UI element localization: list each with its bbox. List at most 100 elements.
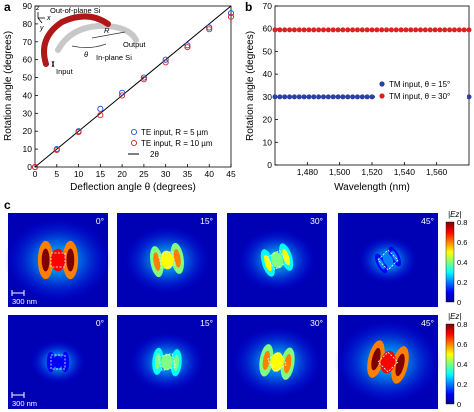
panel-b-ytick-label: 0 xyxy=(267,160,272,170)
field-lobe-core xyxy=(284,353,292,374)
field-center xyxy=(160,250,174,270)
panel-a-axes-frame xyxy=(34,5,232,168)
field-map-row1-30: 30° xyxy=(227,213,327,307)
panel-a-xtick-label: 40 xyxy=(204,169,214,179)
panel-a-xlabel: Deflection angle θ (degrees) xyxy=(70,182,196,193)
field-map-row2-0: 0° 300 nm xyxy=(8,315,108,409)
legend-label-te-r5: TE input, R = 5 µm xyxy=(141,128,208,137)
panel-b-point-series1 xyxy=(301,27,307,33)
field-map-angle-label: 30° xyxy=(310,216,323,226)
colorbar-tick-label: 0.2 xyxy=(457,278,467,287)
panel-b-point-series1 xyxy=(287,27,293,33)
inset-label-output: Output xyxy=(123,40,146,49)
legend-label-te-r10: TE input, R = 10 µm xyxy=(141,139,213,148)
panel-b-point-series0 xyxy=(272,94,278,100)
panel-b-point-series1 xyxy=(354,27,360,33)
panel-a-point-series1 xyxy=(184,44,191,51)
panel-a-ytick-label: 80 xyxy=(23,19,33,29)
field-lobe-core xyxy=(173,249,181,268)
panel-a-point-series0 xyxy=(140,74,147,81)
legend-label-tm-30: TM input, θ = 30° xyxy=(389,92,450,101)
panel-b-point-series1 xyxy=(345,27,351,33)
panel-a-xtick-label: 25 xyxy=(139,169,149,179)
panel-b-point-series0 xyxy=(359,94,365,100)
field-center xyxy=(270,251,284,269)
colorbar-gradient-row2 xyxy=(445,323,455,405)
legend-label-2theta: 2θ xyxy=(150,150,159,159)
panel-b-point-series0 xyxy=(364,94,370,100)
panel-b-point-series1 xyxy=(306,27,312,33)
colorbar-tick-label: 0.6 xyxy=(457,340,467,349)
field-lobe-core xyxy=(377,257,385,270)
panel-a-xtick-label: 35 xyxy=(183,169,193,179)
legend-bg xyxy=(375,78,467,102)
field-center xyxy=(161,353,173,371)
panel-b-point-series0 xyxy=(316,94,322,100)
field-center xyxy=(382,253,394,267)
panel-a-ytick-label: 20 xyxy=(23,126,33,136)
panel-label-c: c xyxy=(4,198,11,212)
colorbar-gradient-row1 xyxy=(445,221,455,303)
nanostructure-outline xyxy=(157,250,177,270)
panel-a-point-series0 xyxy=(119,89,126,96)
panel-a-point-series1 xyxy=(53,146,60,154)
field-map-row2-30: 30° xyxy=(227,315,327,409)
inset-label-x: x xyxy=(46,15,51,22)
field-lobe-core xyxy=(262,350,270,371)
field-map-row1-0: 0° 300 nm xyxy=(4,213,112,307)
panel-b-point-series0 xyxy=(330,94,336,100)
panel-a-point-series1 xyxy=(140,76,147,83)
field-lobe-core xyxy=(391,250,399,263)
panel-a-point-series1 xyxy=(119,92,126,99)
field-map-row1-45: 45° xyxy=(338,213,438,307)
legend-label-tm-15: TM input, θ = 15° xyxy=(389,80,450,89)
scale-bar-label: 300 nm xyxy=(12,297,37,306)
panel-b-point-series1 xyxy=(384,27,390,33)
panel-a-ytick-label: 50 xyxy=(23,73,33,83)
colorbar-label-row1: |Ez| xyxy=(448,210,462,219)
inset-label-y: y xyxy=(39,25,44,32)
out-of-plane-waveguide xyxy=(41,13,111,67)
panel-b-ylabel: Rotation angle (degrees) xyxy=(245,31,256,141)
panel-a-xtick-label: 20 xyxy=(117,169,127,179)
panel-a-point-series1 xyxy=(227,13,235,20)
panel-b-point-series0 xyxy=(301,94,307,100)
panel-b-point-series0 xyxy=(277,94,283,100)
panel-b-point-series1 xyxy=(447,27,453,33)
panel-b-point-series1 xyxy=(277,27,283,33)
panel-b-ytick-label: 60 xyxy=(263,24,273,34)
panel-b-ytick-label: 40 xyxy=(263,69,273,79)
field-map-row2-45: 45° xyxy=(334,315,442,409)
panel-a-xtick-label: 5 xyxy=(54,169,59,179)
panel-a-point-series1 xyxy=(75,129,82,136)
colorbar-tick-label: 0.8 xyxy=(457,218,467,227)
inset-label-z: z xyxy=(35,5,40,12)
field-map-angle-label: 0° xyxy=(96,318,104,328)
panel-b-point-series1 xyxy=(408,27,414,33)
waveguide-inset: z x y Out-of-plane Si In-plane Si Input … xyxy=(35,5,146,76)
panel-a-point-series1 xyxy=(97,112,104,119)
field-map-row1-15: 15° xyxy=(117,213,217,307)
panel-b-point-series0 xyxy=(306,94,312,100)
colorbar-tick-label: 0.4 xyxy=(457,258,467,267)
panel-b-point-series0 xyxy=(340,94,346,100)
field-lobe-core xyxy=(395,353,405,377)
panel-b-point-series1 xyxy=(379,27,385,33)
field-lobe-core xyxy=(41,248,50,272)
panel-a-ytick-label: 0 xyxy=(27,162,32,172)
panel-b-point-series0 xyxy=(350,94,356,100)
panel-b-xtick-label: 1,520 xyxy=(361,167,383,177)
colorbar-tick-label: 0 xyxy=(457,298,461,307)
panel-b-point-series1 xyxy=(296,27,302,33)
legend-marker-tm-15 xyxy=(379,81,385,87)
panel-a-point-series0 xyxy=(206,24,213,31)
inset-label-in-plane: In-plane Si xyxy=(96,53,132,62)
theta-arc xyxy=(71,43,107,48)
panel-b-ytick-label: 20 xyxy=(263,115,273,125)
colorbar-tick-label: 0.4 xyxy=(457,360,467,369)
panel-b-xtick-label: 1,540 xyxy=(394,167,416,177)
panel-a-ytick-label: 30 xyxy=(23,108,33,118)
panel-b-point-series1 xyxy=(456,27,462,33)
panel-b-legend: TM input, θ = 15° TM input, θ = 30° xyxy=(375,78,467,102)
panel-a-xtick-label: 30 xyxy=(161,169,171,179)
